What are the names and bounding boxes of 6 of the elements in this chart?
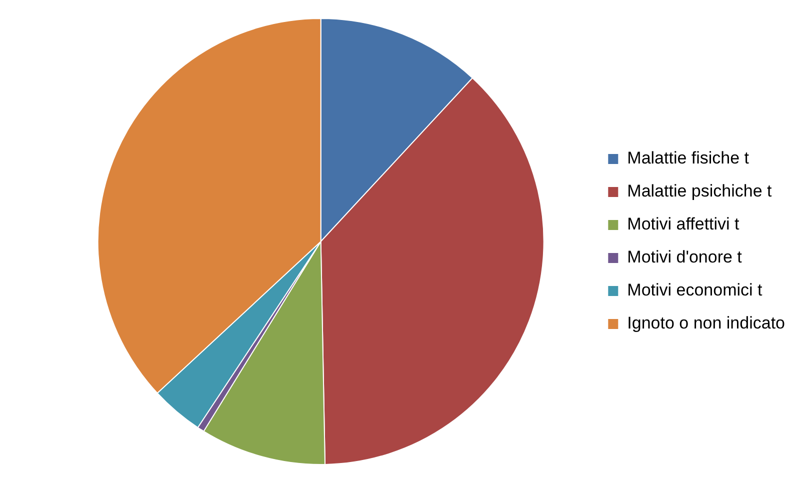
legend-label: Motivi d'onore t <box>627 248 742 267</box>
legend-label: Malattie psichiche t <box>627 182 772 201</box>
legend-label: Motivi affettivi t <box>627 214 740 234</box>
legend-label: Ignoto o non indicato <box>627 314 786 333</box>
legend-label: Malattie fisiche t <box>627 148 750 168</box>
legend-label: Motivi economici t <box>627 280 763 300</box>
